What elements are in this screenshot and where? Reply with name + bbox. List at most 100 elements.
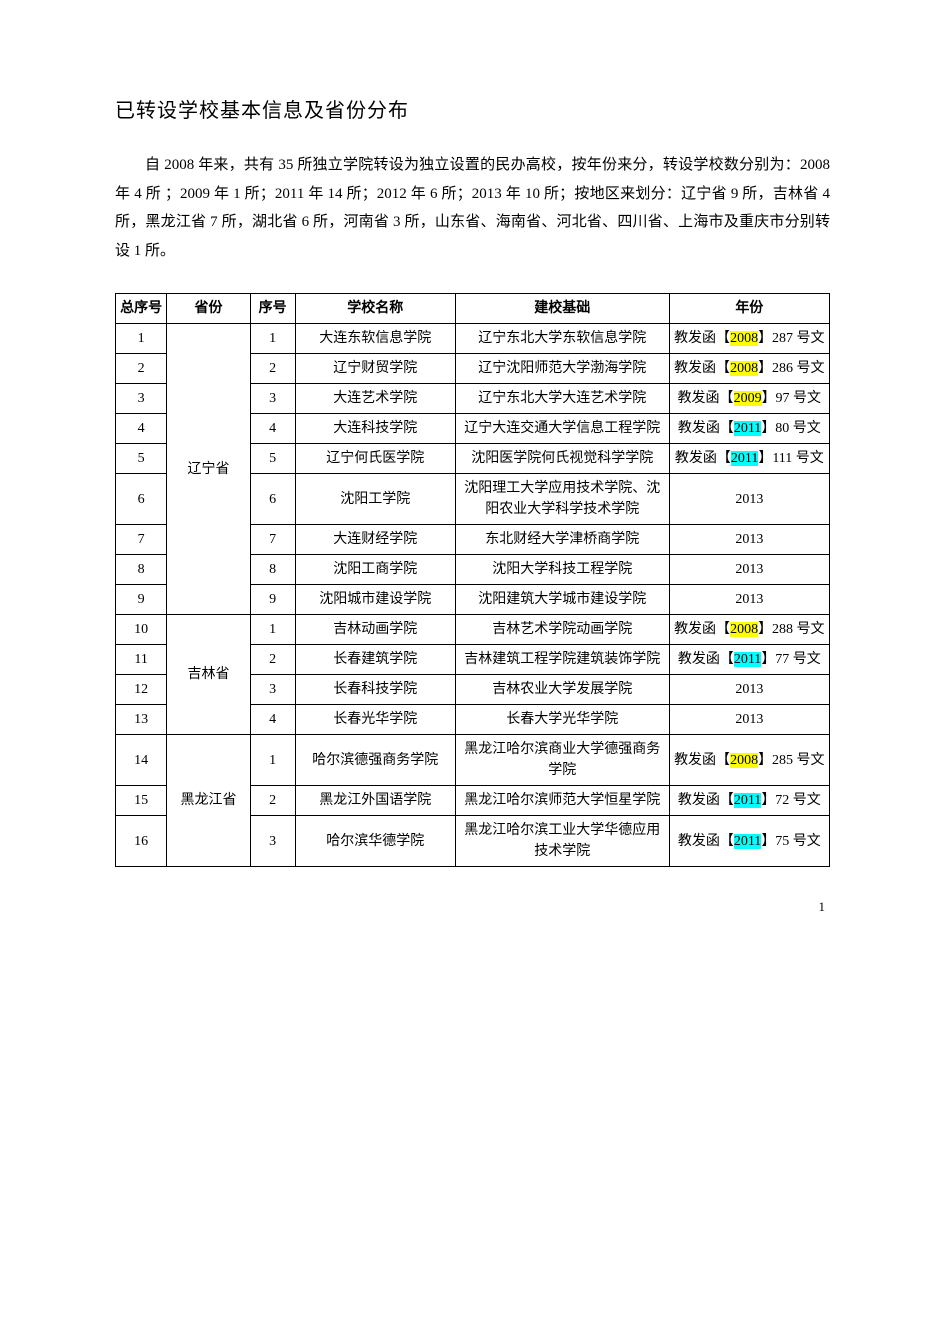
cell-seq: 7: [116, 525, 167, 555]
cell-idx: 1: [250, 324, 295, 354]
cell-school-name: 黑龙江外国语学院: [295, 786, 455, 816]
cell-school-name: 大连艺术学院: [295, 384, 455, 414]
cell-basis: 辽宁东北大学东软信息学院: [455, 324, 669, 354]
page-number: 1: [115, 897, 830, 918]
cell-school-name: 长春建筑学院: [295, 645, 455, 675]
cell-year: 教发函【2008】287 号文: [669, 324, 829, 354]
year-highlight: 2011: [731, 451, 758, 466]
col-name: 学校名称: [295, 294, 455, 324]
cell-year: 教发函【2008】285 号文: [669, 735, 829, 786]
cell-basis: 东北财经大学津桥商学院: [455, 525, 669, 555]
cell-seq: 1: [116, 324, 167, 354]
cell-seq: 8: [116, 555, 167, 585]
cell-idx: 4: [250, 414, 295, 444]
cell-basis: 黑龙江哈尔滨工业大学华德应用技术学院: [455, 816, 669, 867]
cell-year: 2013: [669, 525, 829, 555]
cell-seq: 12: [116, 675, 167, 705]
col-seq: 总序号: [116, 294, 167, 324]
cell-basis: 吉林农业大学发展学院: [455, 675, 669, 705]
cell-school-name: 沈阳工商学院: [295, 555, 455, 585]
intro-paragraph: 自 2008 年来，共有 35 所独立学院转设为独立设置的民办高校，按年份来分，…: [115, 151, 830, 265]
cell-idx: 3: [250, 384, 295, 414]
cell-basis: 沈阳医学院何氏视觉科学学院: [455, 444, 669, 474]
cell-year: 教发函【2011】72 号文: [669, 786, 829, 816]
year-highlight: 2008: [730, 361, 758, 376]
cell-seq: 16: [116, 816, 167, 867]
page-title: 已转设学校基本信息及省份分布: [115, 95, 830, 127]
cell-seq: 13: [116, 705, 167, 735]
cell-seq: 6: [116, 474, 167, 525]
cell-school-name: 哈尔滨德强商务学院: [295, 735, 455, 786]
cell-year: 2013: [669, 555, 829, 585]
year-highlight: 2008: [730, 753, 758, 768]
cell-school-name: 吉林动画学院: [295, 615, 455, 645]
cell-school-name: 长春光华学院: [295, 705, 455, 735]
cell-year: 教发函【2008】288 号文: [669, 615, 829, 645]
cell-idx: 6: [250, 474, 295, 525]
cell-basis: 黑龙江哈尔滨商业大学德强商务学院: [455, 735, 669, 786]
cell-year: 教发函【2009】97 号文: [669, 384, 829, 414]
cell-year: 教发函【2011】75 号文: [669, 816, 829, 867]
cell-school-name: 辽宁何氏医学院: [295, 444, 455, 474]
table-row: 10吉林省1吉林动画学院吉林艺术学院动画学院教发函【2008】288 号文: [116, 615, 830, 645]
cell-seq: 10: [116, 615, 167, 645]
cell-province: 黑龙江省: [167, 735, 250, 867]
cell-school-name: 沈阳工学院: [295, 474, 455, 525]
cell-province: 辽宁省: [167, 324, 250, 615]
cell-basis: 沈阳大学科技工程学院: [455, 555, 669, 585]
cell-school-name: 长春科技学院: [295, 675, 455, 705]
cell-seq: 2: [116, 354, 167, 384]
cell-idx: 1: [250, 615, 295, 645]
col-province: 省份: [167, 294, 250, 324]
table-body: 1辽宁省1大连东软信息学院辽宁东北大学东软信息学院教发函【2008】287 号文…: [116, 324, 830, 867]
cell-seq: 5: [116, 444, 167, 474]
cell-year: 2013: [669, 585, 829, 615]
cell-school-name: 大连财经学院: [295, 525, 455, 555]
cell-idx: 1: [250, 735, 295, 786]
cell-basis: 沈阳建筑大学城市建设学院: [455, 585, 669, 615]
cell-school-name: 辽宁财贸学院: [295, 354, 455, 384]
cell-basis: 辽宁沈阳师范大学渤海学院: [455, 354, 669, 384]
year-highlight: 2008: [730, 331, 758, 346]
cell-province: 吉林省: [167, 615, 250, 735]
table-header-row: 总序号 省份 序号 学校名称 建校基础 年份: [116, 294, 830, 324]
col-idx: 序号: [250, 294, 295, 324]
cell-school-name: 大连东软信息学院: [295, 324, 455, 354]
cell-seq: 3: [116, 384, 167, 414]
cell-year: 教发函【2011】77 号文: [669, 645, 829, 675]
cell-idx: 9: [250, 585, 295, 615]
cell-school-name: 沈阳城市建设学院: [295, 585, 455, 615]
schools-table: 总序号 省份 序号 学校名称 建校基础 年份 1辽宁省1大连东软信息学院辽宁东北…: [115, 293, 830, 867]
col-year: 年份: [669, 294, 829, 324]
cell-basis: 吉林艺术学院动画学院: [455, 615, 669, 645]
cell-basis: 辽宁大连交通大学信息工程学院: [455, 414, 669, 444]
cell-idx: 7: [250, 525, 295, 555]
table-row: 14黑龙江省1哈尔滨德强商务学院黑龙江哈尔滨商业大学德强商务学院教发函【2008…: [116, 735, 830, 786]
cell-idx: 4: [250, 705, 295, 735]
cell-seq: 9: [116, 585, 167, 615]
cell-seq: 14: [116, 735, 167, 786]
cell-year: 教发函【2011】80 号文: [669, 414, 829, 444]
cell-year: 教发函【2011】111 号文: [669, 444, 829, 474]
year-highlight: 2009: [734, 391, 762, 406]
cell-basis: 吉林建筑工程学院建筑装饰学院: [455, 645, 669, 675]
cell-seq: 11: [116, 645, 167, 675]
cell-school-name: 哈尔滨华德学院: [295, 816, 455, 867]
cell-year: 2013: [669, 474, 829, 525]
cell-idx: 2: [250, 354, 295, 384]
year-highlight: 2011: [734, 421, 761, 436]
cell-idx: 3: [250, 816, 295, 867]
cell-year: 教发函【2008】286 号文: [669, 354, 829, 384]
year-highlight: 2011: [734, 652, 761, 667]
cell-idx: 8: [250, 555, 295, 585]
year-highlight: 2008: [730, 622, 758, 637]
cell-school-name: 大连科技学院: [295, 414, 455, 444]
cell-basis: 沈阳理工大学应用技术学院、沈阳农业大学科学技术学院: [455, 474, 669, 525]
cell-basis: 黑龙江哈尔滨师范大学恒星学院: [455, 786, 669, 816]
cell-year: 2013: [669, 705, 829, 735]
cell-idx: 2: [250, 645, 295, 675]
table-row: 1辽宁省1大连东软信息学院辽宁东北大学东软信息学院教发函【2008】287 号文: [116, 324, 830, 354]
cell-basis: 长春大学光华学院: [455, 705, 669, 735]
cell-basis: 辽宁东北大学大连艺术学院: [455, 384, 669, 414]
cell-year: 2013: [669, 675, 829, 705]
